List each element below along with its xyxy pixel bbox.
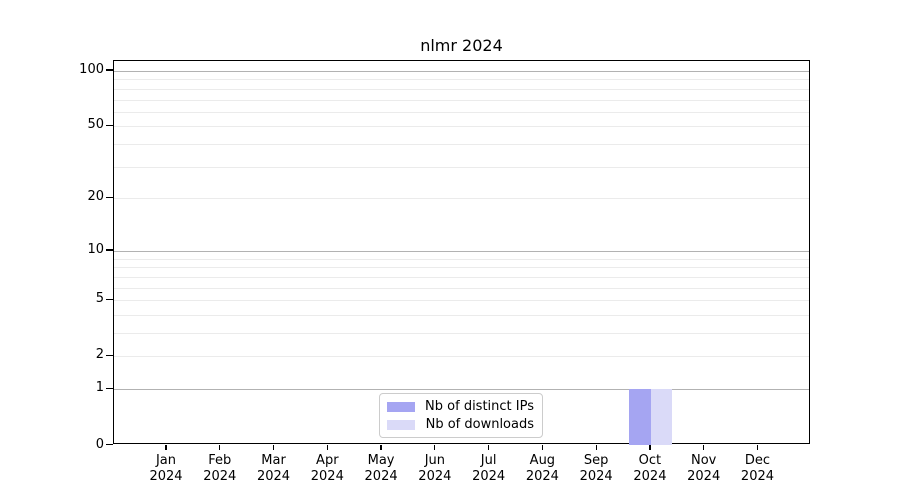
- legend-label: Nb of downloads: [425, 417, 534, 432]
- x-axis-tick-label: Mar 2024: [244, 453, 304, 485]
- y-axis-tick-label: 10: [87, 241, 104, 257]
- y-axis-tick: [106, 354, 113, 356]
- x-tick-month: Sep: [583, 453, 609, 468]
- y-axis-tick: [106, 124, 113, 127]
- y-axis-tick-label: 0: [95, 436, 104, 452]
- x-tick-month: Jul: [480, 453, 497, 468]
- x-tick-year: 2024: [149, 469, 183, 484]
- x-tick-month: Aug: [529, 453, 556, 468]
- gridline-minor: [114, 198, 809, 200]
- gridline-major: [114, 71, 809, 72]
- y-axis-tick: [106, 196, 113, 199]
- x-axis-tick: [219, 444, 221, 450]
- y-axis-tick: [106, 443, 113, 446]
- gridline-minor: [114, 267, 809, 269]
- legend-item: Nb of distinct IPs: [387, 399, 534, 414]
- x-tick-month: Dec: [744, 453, 771, 468]
- x-axis-tick: [595, 444, 597, 450]
- gridline-minor: [114, 111, 809, 113]
- x-axis-tick: [541, 444, 543, 450]
- x-tick-year: 2024: [633, 469, 667, 484]
- legend-swatch: [387, 419, 415, 430]
- x-tick-year: 2024: [525, 469, 559, 484]
- bar-downloads: [650, 389, 673, 446]
- gridline-minor: [114, 88, 809, 90]
- y-axis-tick-label: 2: [95, 347, 104, 363]
- x-tick-month: Jan: [155, 453, 177, 468]
- x-axis-tick: [326, 444, 328, 450]
- x-tick-year: 2024: [364, 469, 398, 484]
- x-axis-tick: [165, 444, 167, 450]
- x-tick-month: Feb: [208, 453, 232, 468]
- gridline-minor: [114, 258, 809, 260]
- x-axis-tick-label: Sep 2024: [566, 453, 626, 485]
- legend-label: Nb of distinct IPs: [425, 399, 534, 414]
- x-axis-tick-label: Apr 2024: [297, 453, 357, 485]
- x-tick-year: 2024: [256, 469, 291, 484]
- x-tick-month: Mar: [261, 453, 286, 468]
- x-tick-year: 2024: [687, 469, 721, 484]
- x-axis-tick-label: May 2024: [351, 453, 411, 485]
- x-axis-tick: [703, 444, 705, 450]
- x-axis-tick-label: Jun 2024: [405, 453, 465, 485]
- x-tick-month: Apr: [316, 453, 339, 468]
- gridline-major: [114, 250, 809, 252]
- x-tick-year: 2024: [740, 469, 775, 484]
- y-axis-tick: [106, 249, 113, 251]
- y-axis-tick-label: 1: [95, 380, 104, 396]
- x-tick-year: 2024: [418, 469, 452, 484]
- bar-distinct-ips: [629, 389, 651, 446]
- x-axis-tick: [272, 444, 275, 450]
- gridline-minor: [114, 79, 809, 81]
- gridline-minor: [114, 99, 809, 101]
- x-axis-tick-label: Dec 2024: [727, 453, 787, 485]
- x-tick-year: 2024: [310, 469, 344, 484]
- y-axis-tick-label: 50: [87, 117, 104, 133]
- x-axis-tick-label: Feb 2024: [190, 453, 250, 485]
- x-axis-tick-label: Nov 2024: [674, 453, 734, 485]
- y-axis-tick-label: 5: [95, 291, 104, 307]
- gridline-minor: [114, 276, 809, 278]
- gridline-minor: [114, 287, 809, 289]
- x-axis-tick: [434, 444, 436, 450]
- x-tick-year: 2024: [579, 469, 613, 484]
- gridline-minor: [114, 333, 809, 334]
- x-axis-tick-label: Jul 2024: [459, 453, 519, 485]
- y-axis-tick: [106, 298, 113, 300]
- x-tick-month: Oct: [638, 453, 662, 468]
- x-axis-tick-label: Oct 2024: [620, 453, 680, 485]
- gridline-minor: [114, 166, 809, 168]
- x-axis-tick-label: Aug 2024: [512, 453, 572, 485]
- x-tick-month: Nov: [691, 453, 717, 468]
- x-axis-tick: [756, 444, 759, 450]
- x-axis-tick: [488, 444, 490, 450]
- x-tick-month: Jun: [424, 453, 445, 468]
- y-axis-tick: [106, 387, 113, 389]
- x-tick-year: 2024: [203, 469, 237, 484]
- x-axis-tick: [380, 444, 382, 450]
- y-axis-tick-label: 100: [79, 62, 104, 77]
- gridline-minor: [114, 300, 809, 302]
- gridline-minor: [114, 144, 809, 146]
- plot-area: Nb of distinct IPs Nb of downloads: [113, 60, 810, 446]
- gridline-minor: [114, 314, 809, 316]
- y-axis-tick-label: 20: [87, 189, 104, 205]
- legend-item: Nb of downloads: [387, 417, 534, 432]
- x-tick-year: 2024: [472, 469, 506, 484]
- legend-swatch: [387, 401, 415, 412]
- y-axis-tick: [106, 69, 113, 71]
- x-axis-tick-label: Jan 2024: [136, 453, 196, 485]
- x-tick-month: May: [367, 453, 395, 468]
- legend: Nb of distinct IPs Nb of downloads: [379, 393, 543, 438]
- gridline-minor: [114, 356, 809, 358]
- chart-title: nlmr 2024: [420, 36, 503, 55]
- gridline-minor: [114, 126, 809, 128]
- x-axis-tick: [649, 444, 651, 450]
- gridline-major: [114, 389, 809, 391]
